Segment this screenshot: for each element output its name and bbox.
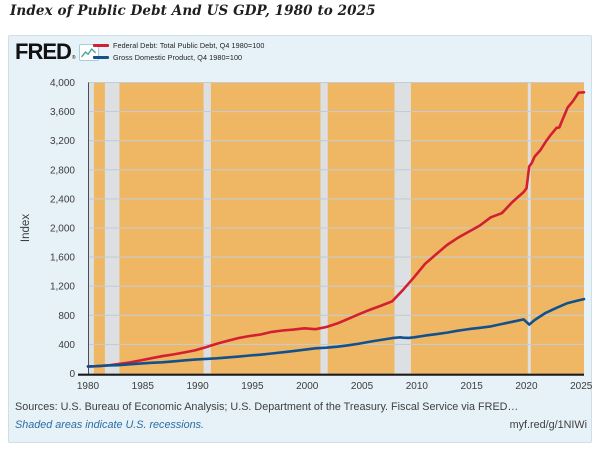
fred-logo-text: FRED (15, 39, 72, 64)
chart-card: 0 400 800 1,200 1,600 2,000 2,400 2,800 3,200 3,6… (8, 35, 593, 444)
y-tick-label: 0 (69, 369, 75, 380)
plot-svg[interactable]: 0 400 800 1,200 1,600 2,000 2,400 2,800 3,200 3,6… (9, 36, 593, 444)
recession-note-link[interactable]: Shaded areas indicate U.S. recessions. (15, 419, 205, 431)
x-tick-label: 1980 (77, 381, 100, 392)
x-tick-label: 2000 (296, 381, 319, 392)
fred-logo[interactable]: FRED ® (15, 41, 99, 63)
federal-debt-line[interactable] (86, 90, 586, 369)
x-tick-label: 1990 (186, 381, 209, 392)
registered-mark: ® (71, 55, 76, 61)
y-tick-label: 800 (58, 311, 75, 322)
legend: Federal Debt: Total Public Debt, Q4 1980… (93, 40, 265, 63)
x-tick-label: 2005 (351, 381, 374, 392)
y-tick-label: 3,600 (50, 107, 75, 118)
y-tick-label: 2,800 (50, 165, 75, 176)
x-tick-label: 1995 (241, 381, 264, 392)
footer-row: Shaded areas indicate U.S. recessions. m… (15, 419, 587, 431)
x-tick-label: 2015 (461, 381, 484, 392)
sources-note: Sources: U.S. Bureau of Economic Analysi… (15, 401, 519, 413)
y-tick-label: 1,200 (50, 282, 75, 293)
legend-swatch-red (93, 44, 109, 47)
legend-swatch-blue (93, 56, 109, 59)
legend-item-gdp[interactable]: Gross Domestic Product, Q4 1980=100 (93, 52, 265, 63)
x-tick-label: 1985 (132, 381, 155, 392)
y-tick-label: 3,200 (50, 136, 75, 147)
gdp-line[interactable] (86, 297, 586, 368)
y-tick-label: 2,400 (50, 194, 75, 205)
legend-item-federal-debt[interactable]: Federal Debt: Total Public Debt, Q4 1980… (93, 40, 265, 51)
x-tick-label: 2025 (570, 381, 593, 392)
y-tick-label: 2,000 (50, 224, 75, 235)
y-axis-title: Index (20, 214, 32, 242)
legend-label-federal-debt: Federal Debt: Total Public Debt, Q4 1980… (113, 41, 265, 50)
legend-label-gdp: Gross Domestic Product, Q4 1980=100 (113, 53, 243, 62)
y-tick-label: 400 (58, 340, 75, 351)
short-url-link[interactable]: myf.red/g/1NIWi (509, 419, 587, 431)
page-title: Index of Public Debt And US GDP, 1980 to… (10, 3, 376, 19)
y-tick-label: 1,600 (50, 253, 75, 264)
y-tick-label: 4,000 (50, 78, 75, 89)
x-tick-label: 2020 (515, 381, 538, 392)
x-tick-label: 2010 (406, 381, 429, 392)
